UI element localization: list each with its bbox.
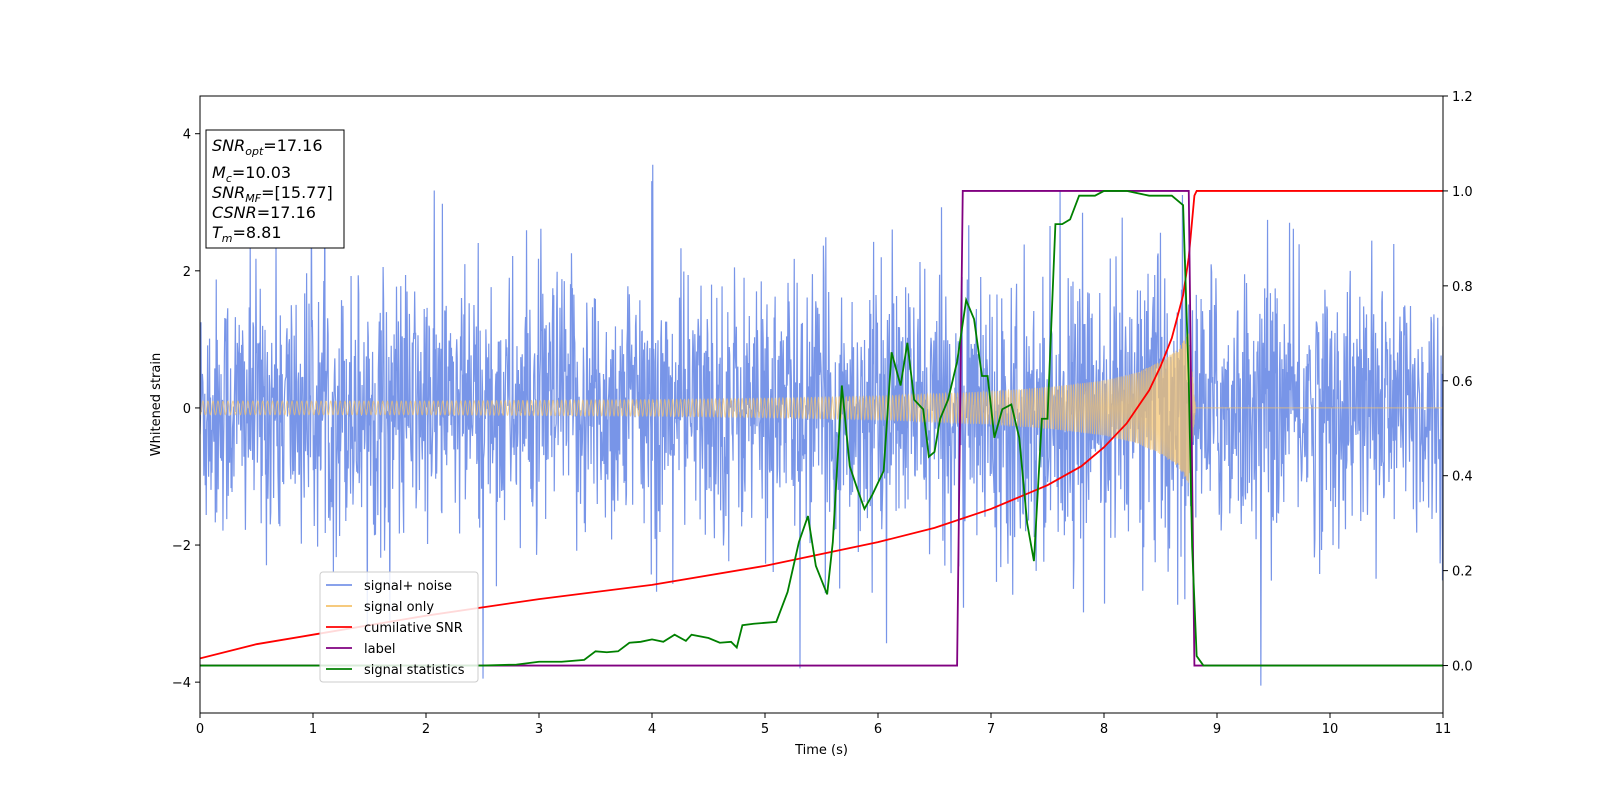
info-box: SNRopt=17.16 Mc=10.03 SNRMF=[15.77] CSNR… — [205, 129, 345, 249]
x-tick-label: 3 — [535, 722, 543, 737]
series-signal-noise — [200, 159, 1443, 686]
y-left-tick-label: 2 — [183, 265, 191, 280]
y-right-tick-label: 1.2 — [1452, 90, 1473, 105]
y-right-tick-label: 0.6 — [1452, 375, 1473, 390]
y-right-tick-label: 0.4 — [1452, 470, 1473, 485]
y-left-tick-label: 4 — [183, 128, 191, 143]
legend-label: label — [364, 642, 395, 657]
x-tick-label: 11 — [1435, 722, 1452, 737]
x-tick-label: 0 — [196, 722, 204, 737]
info-csnr: CSNR=17.16 — [212, 203, 316, 222]
series-signal-statistics — [200, 190, 1443, 667]
y-left-tick-label: −4 — [172, 676, 191, 691]
legend-label: signal only — [364, 600, 434, 615]
y-right-tick-label: 0.0 — [1452, 660, 1473, 675]
x-axis-label: Time (s) — [794, 743, 848, 758]
info-snr-mf: SNRMF=[15.77] — [212, 183, 333, 205]
info-tm: Tm=8.81 — [212, 223, 282, 245]
x-tick-label: 10 — [1322, 722, 1339, 737]
y-axis-label: Whitened strain — [149, 353, 164, 456]
x-tick-label: 4 — [648, 722, 656, 737]
y-right-tick-label: 0.2 — [1452, 565, 1473, 580]
plot-area — [200, 159, 1443, 686]
legend-label: signal statistics — [364, 663, 465, 678]
info-mc: Mc=10.03 — [212, 163, 291, 185]
legend-label: cumilative SNR — [364, 621, 463, 636]
info-box-frame — [205, 129, 345, 249]
x-tick-label: 7 — [987, 722, 995, 737]
y-right-tick-label: 1.0 — [1452, 185, 1473, 200]
x-tick-label: 2 — [422, 722, 430, 737]
x-tick-label: 6 — [874, 722, 882, 737]
legend: signal+ noise signal only cumilative SNR la… — [319, 571, 479, 683]
y-left-tick-label: −2 — [172, 539, 191, 554]
plot-frame — [199, 95, 1444, 714]
x-tick-label: 1 — [309, 722, 317, 737]
axes: 0 1 2 3 4 5 6 7 8 9 10 11 −4 −2 0 2 4 0.0 0.2 0.4 0.6 0.8 1.0 1… — [172, 90, 1473, 737]
series-signal-only — [200, 333, 1443, 483]
x-tick-label: 8 — [1100, 722, 1108, 737]
legend-label: signal+ noise — [364, 579, 452, 594]
y-left-tick-label: 0 — [183, 402, 191, 417]
x-tick-label: 5 — [761, 722, 769, 737]
x-tick-label: 9 — [1213, 722, 1221, 737]
info-snr-opt: SNRopt=17.16 — [212, 136, 323, 158]
legend-frame — [319, 571, 479, 683]
y-right-tick-label: 0.8 — [1452, 280, 1473, 295]
